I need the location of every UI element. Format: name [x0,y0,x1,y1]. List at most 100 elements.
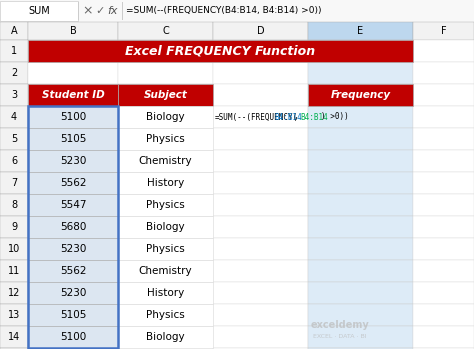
Bar [118,172,213,194]
Bar [118,216,213,238]
Bar [28,326,118,348]
Bar [413,260,474,282]
Text: exceldemy: exceldemy [310,320,369,330]
Text: B4:B14: B4:B14 [274,112,302,121]
Bar [118,282,213,304]
Text: History: History [147,288,184,298]
Bar [213,304,308,326]
Text: 5562: 5562 [60,266,86,276]
Bar [118,84,213,106]
Bar [308,22,413,40]
Bar [0,282,28,304]
Text: Physics: Physics [146,134,185,144]
Text: Chemistry: Chemistry [139,156,192,166]
Bar [308,260,413,282]
Bar [28,304,118,326]
Text: 5547: 5547 [60,200,86,210]
Bar [28,62,118,84]
Bar [413,106,474,128]
Bar [308,150,413,172]
Bar [28,216,118,238]
Bar [118,194,213,216]
Bar [28,194,118,216]
Bar [308,194,413,216]
Bar [118,194,213,216]
Bar [308,326,413,348]
Text: 4: 4 [11,112,17,122]
Bar [118,106,213,128]
Bar [213,62,308,84]
Bar [28,106,118,128]
Bar [213,348,308,349]
Bar [0,150,28,172]
Bar [28,216,118,238]
Text: F: F [441,26,447,36]
Text: 8: 8 [11,200,17,210]
Bar [118,260,213,282]
Bar [213,260,308,282]
Text: B: B [70,26,76,36]
Text: Physics: Physics [146,200,185,210]
Bar [308,238,413,260]
Bar [0,62,28,84]
Bar [413,172,474,194]
Text: 5100: 5100 [60,332,86,342]
Bar [28,40,413,62]
Bar [28,238,118,260]
Bar [118,260,213,282]
Text: fx: fx [108,6,118,16]
Bar [213,216,308,238]
Bar [28,172,118,194]
Bar [0,40,28,62]
Text: E: E [357,26,364,36]
Text: 14: 14 [8,332,20,342]
Bar [0,348,28,349]
Bar [28,348,118,349]
Bar [213,172,308,194]
Text: Biology: Biology [146,332,185,342]
Bar [28,304,118,326]
Bar [0,216,28,238]
Text: Physics: Physics [146,244,185,254]
Bar [413,40,474,62]
Bar [413,84,474,106]
Bar [118,238,213,260]
Text: Student ID: Student ID [42,90,104,100]
Text: =SUM(--(FREQUENCY(B4:B14, B4:B14) >0)): =SUM(--(FREQUENCY(B4:B14, B4:B14) >0)) [126,7,321,15]
Bar [0,128,28,150]
Bar [308,128,413,150]
Text: ,: , [294,112,303,121]
Text: Subject: Subject [144,90,187,100]
Text: Frequency: Frequency [330,90,391,100]
Text: Biology: Biology [146,112,185,122]
Bar [118,304,213,326]
Text: 10: 10 [8,244,20,254]
Text: B4:B14: B4:B14 [301,112,328,121]
Text: ✓: ✓ [95,6,105,16]
Bar [28,282,118,304]
Bar [213,326,308,348]
Text: 2: 2 [11,68,17,78]
Text: History: History [147,178,184,188]
Bar [308,84,413,106]
Bar [118,128,213,150]
Bar [213,106,308,128]
Text: ×: × [83,5,93,17]
Bar [28,128,118,150]
Bar [78,2,79,20]
Bar [308,62,413,84]
Text: Excel FREQUENCY Function: Excel FREQUENCY Function [126,45,316,58]
Bar [413,348,474,349]
Bar [413,282,474,304]
Text: 1: 1 [11,46,17,56]
Bar [0,22,28,40]
Bar [28,260,118,282]
Text: 5562: 5562 [60,178,86,188]
Bar [28,84,118,106]
Bar [28,172,118,194]
Bar [213,194,308,216]
Bar [118,40,213,62]
Text: 9: 9 [11,222,17,232]
Bar [0,172,28,194]
Text: 5230: 5230 [60,288,86,298]
